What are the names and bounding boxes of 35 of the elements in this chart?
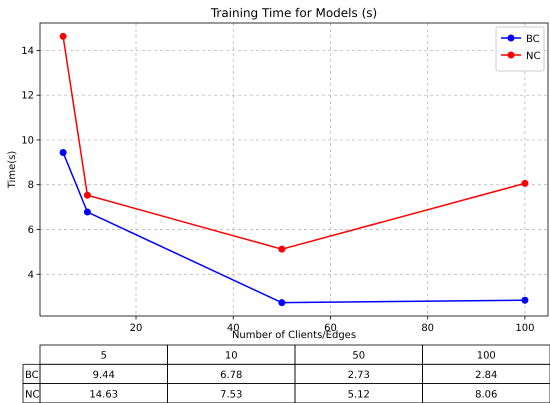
legend-label: BC (526, 34, 540, 45)
y-tick-label: 4 (28, 270, 34, 281)
category-label: 5 (100, 350, 107, 362)
point (521, 296, 528, 304)
data-label: 8.06 (475, 389, 498, 400)
point (84, 208, 91, 216)
chart-title: Training Time for Models (s) (210, 6, 378, 20)
data-label: 9.44 (92, 370, 115, 381)
point (60, 148, 67, 156)
y-tick-label: 10 (21, 135, 34, 146)
point (84, 192, 91, 199)
category-label: 10 (224, 350, 238, 362)
y-axis-title: Time(s) (7, 150, 18, 190)
data-label: 14.63 (89, 389, 118, 400)
data-label: 2.73 (348, 370, 370, 381)
y-tick-label: 12 (21, 90, 34, 102)
y-tick-label: 6 (28, 224, 34, 236)
x-tick-label: 80 (421, 323, 434, 334)
point (521, 180, 528, 187)
category-label: 50 (352, 350, 366, 362)
category-label: 100 (476, 350, 496, 362)
data-label: 5.12 (348, 389, 370, 400)
y-tick-label: 8 (28, 180, 34, 192)
legend-label: NC (526, 51, 540, 62)
x-tick-label: 20 (130, 323, 142, 334)
point (60, 32, 67, 40)
y-tick-label: 14 (21, 46, 34, 57)
point (278, 299, 286, 306)
data-label: 6.78 (220, 370, 242, 381)
legend-label: NC (25, 389, 40, 400)
data-label: 7.53 (220, 389, 242, 400)
data-label: 2.84 (475, 370, 498, 381)
x-tick-label: 100 (515, 323, 534, 334)
text: BC (25, 370, 39, 381)
point (278, 246, 286, 253)
